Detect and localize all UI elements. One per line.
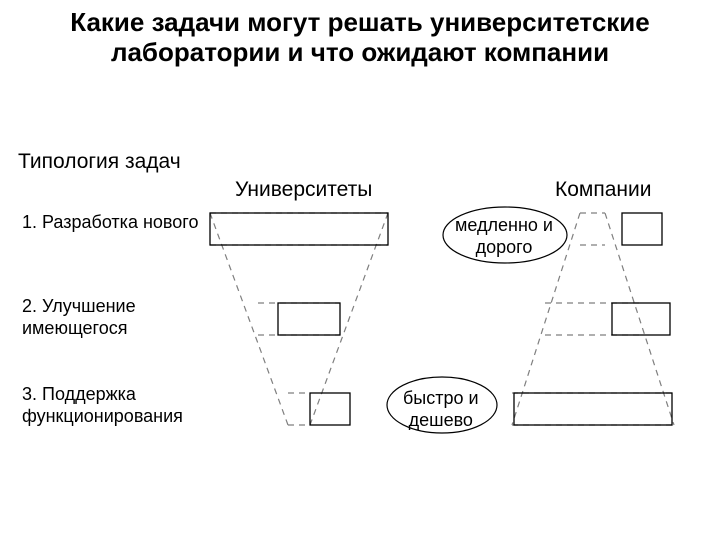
slide: Какие задачи могут решать университетски… [0,0,720,540]
diagram-svg [0,0,720,540]
annotation-line: дешево [409,410,473,430]
annotation-line: медленно и [455,215,553,235]
task-label-2: 2. Улучшение имеющегося [22,296,212,339]
subheader-typology: Типология задач [18,150,181,174]
slide-title: Какие задачи могут решать университетски… [0,8,720,68]
annotation-line: дорого [476,237,533,257]
column-header-companies: Компании [555,178,651,202]
annotation-slow-expensive: медленно и дорого [455,215,553,258]
task-label-1: 1. Разработка нового [22,212,198,234]
universities-funnel [210,213,388,425]
annotation-line: быстро и [403,388,479,408]
column-header-universities: Университеты [235,178,372,202]
annotation-fast-cheap: быстро и дешево [403,388,479,431]
task-label-3: 3. Поддержка функционирования [22,384,212,427]
